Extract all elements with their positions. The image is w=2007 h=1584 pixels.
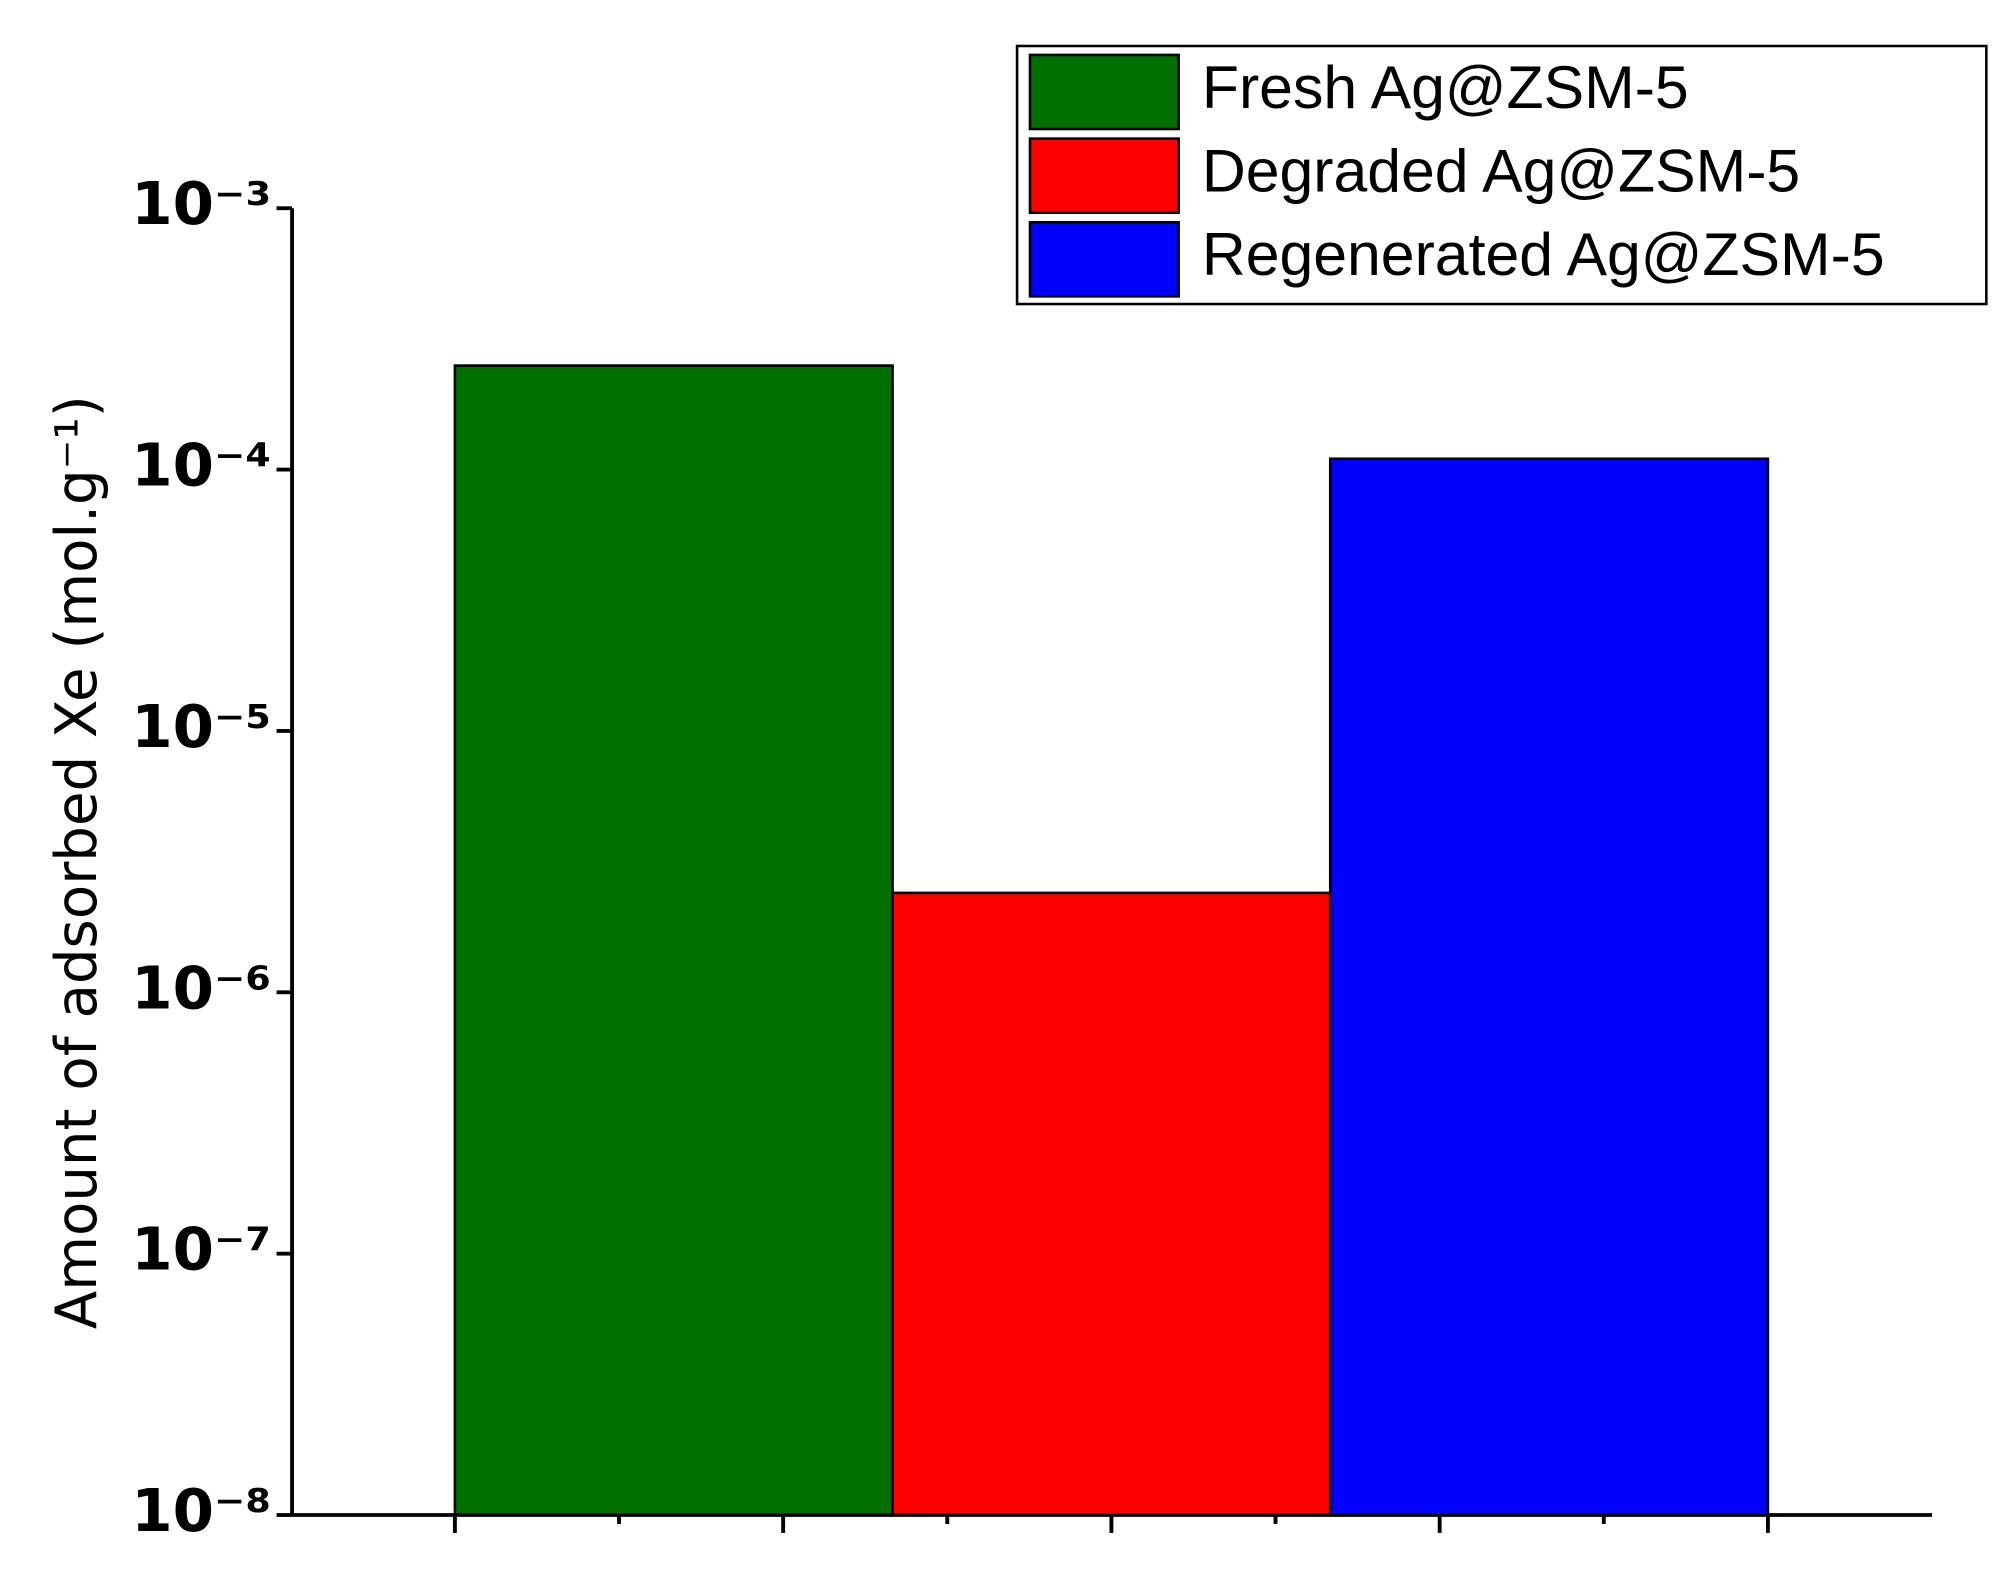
legend-swatch bbox=[1028, 137, 1180, 214]
legend-label: Degraded Ag@ZSM-5 bbox=[1202, 137, 1800, 205]
bar bbox=[891, 891, 1332, 1517]
legend-label: Regenerated Ag@ZSM-5 bbox=[1202, 220, 1885, 288]
y-tick-label: 10⁻⁸ bbox=[131, 1476, 271, 1545]
y-tick-label: 10⁻³ bbox=[131, 170, 271, 239]
y-tick-label: 10⁻⁵ bbox=[131, 692, 271, 761]
y-tick-label: 10⁻⁶ bbox=[131, 954, 271, 1023]
legend-swatch bbox=[1028, 220, 1180, 298]
y-axis-label: Amount of adsorbed Xe (mol.g⁻¹) bbox=[45, 395, 110, 1329]
bar bbox=[453, 364, 894, 1517]
bar bbox=[1328, 457, 1770, 1517]
y-tick-label: 10⁻⁷ bbox=[131, 1215, 271, 1284]
y-tick-label: 10⁻⁴ bbox=[131, 431, 271, 500]
legend-label: Fresh Ag@ZSM-5 bbox=[1202, 53, 1689, 121]
legend-swatch bbox=[1028, 53, 1180, 131]
